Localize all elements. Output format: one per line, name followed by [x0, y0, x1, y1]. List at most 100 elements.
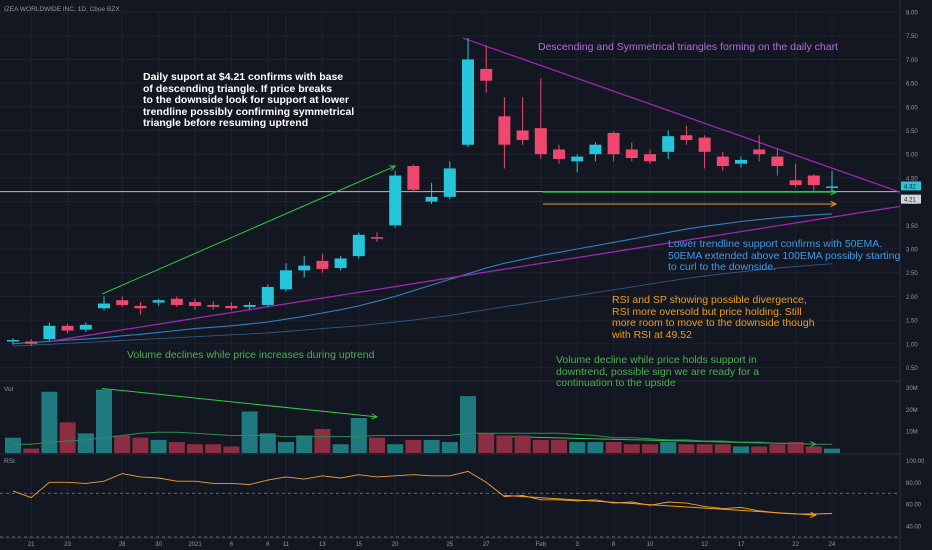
candle-body: [407, 166, 420, 190]
volume-bar: [460, 396, 476, 453]
price-tick-label: 1.00: [906, 342, 918, 348]
price-tick-label: 0.50: [906, 366, 918, 372]
price-tick-label: 3.50: [906, 224, 918, 230]
candle-body: [498, 116, 511, 145]
rsi-divergence-arrow: [504, 494, 816, 516]
price-tick-label: 3.00: [906, 248, 918, 254]
candle-body: [698, 137, 711, 152]
support-arrow-head: [830, 189, 838, 196]
volume-bar: [296, 435, 313, 453]
volume-bar: [642, 444, 658, 453]
candle-body: [789, 180, 802, 186]
candle-body: [25, 341, 38, 344]
candle-body: [98, 303, 110, 309]
volume-bar: [132, 437, 149, 453]
candle-body: [534, 128, 547, 155]
x-tick-label: 2021: [188, 542, 202, 548]
volume-decline-arrow-head: [371, 413, 379, 420]
volume-bar: [150, 439, 167, 453]
candle-body: [371, 237, 383, 239]
price-tick-label: 6.50: [906, 82, 918, 88]
volume-ma-line: [13, 431, 832, 445]
candle-body: [189, 302, 201, 306]
candle-body: [334, 258, 347, 268]
volume-pane-label: Vol: [4, 386, 14, 393]
x-tick-label: 25: [446, 542, 453, 548]
support-price-badge: [901, 194, 921, 204]
volume-bar: [23, 448, 40, 453]
volume-series: [5, 389, 840, 453]
candle-body: [61, 325, 74, 331]
x-tick-label: 27: [483, 542, 490, 548]
candle-body: [134, 305, 147, 309]
candle-body: [425, 196, 438, 202]
x-tick-label: 21: [28, 542, 35, 548]
candle-body: [170, 298, 183, 305]
volume-bar: [259, 433, 276, 453]
rsi-series: [12, 470, 833, 515]
volume-bar: [168, 442, 185, 453]
volume-bar: [350, 418, 367, 453]
volume-bar: [696, 444, 713, 453]
volume-bar: [551, 439, 567, 453]
volume-bar: [278, 442, 294, 453]
volume-bar: [805, 446, 822, 453]
volume-bar: [532, 439, 549, 453]
volume-tick-label: 10M: [906, 430, 918, 436]
x-tick-label: 10: [647, 542, 654, 548]
candle-body: [280, 270, 292, 290]
trend-overlays: [0, 37, 901, 518]
x-tick-label: 13: [319, 542, 326, 548]
candle-body: [644, 154, 656, 162]
candle-body: [316, 260, 329, 269]
rsi-tick-label: 80.00: [906, 481, 922, 487]
volume-bar: [96, 389, 112, 453]
rsi-line: [12, 470, 833, 515]
candle-body: [553, 149, 565, 159]
volume-bar: [387, 444, 404, 453]
candle-body: [735, 159, 747, 164]
candle-body: [352, 234, 365, 257]
volume-bar: [514, 435, 531, 453]
volume-bar: [223, 446, 240, 453]
candle-body: [225, 305, 238, 309]
rsi-tick-label: 60.00: [906, 503, 922, 509]
price-tick-label: 4.50: [906, 176, 918, 182]
rsi-tick-label: 100.00: [906, 459, 925, 465]
candle-body: [771, 156, 784, 167]
volume-bar: [187, 444, 203, 453]
candle-body: [116, 300, 129, 305]
x-tick-label: 11: [283, 542, 290, 548]
volume-bar: [478, 433, 495, 453]
volume-tick-label: 30M: [906, 386, 918, 392]
target-arrow-head: [830, 200, 838, 208]
volume-bar: [41, 391, 58, 453]
price-tick-label: 6.00: [906, 105, 918, 111]
candle-body: [753, 149, 766, 155]
volume-bar: [623, 444, 640, 453]
annotation-daily-support: Daily suport at $4.21 confirms with base…: [143, 71, 355, 129]
volume-bar: [678, 444, 695, 453]
x-tick-label: 15: [355, 542, 362, 548]
volume-bar: [660, 442, 677, 453]
x-tick-label: 24: [829, 542, 836, 548]
x-tick-label: 8: [266, 542, 270, 548]
candle-body: [662, 136, 675, 152]
candlestick-series: [7, 38, 838, 347]
price-tick-label: 1.50: [906, 319, 918, 325]
uptrend-arrow: [101, 165, 396, 295]
volume-bar: [733, 446, 749, 453]
candle-body: [589, 144, 602, 155]
ema100-line: [12, 263, 833, 347]
annotation-volume-downtrend: Volume decline while price holds support…: [556, 354, 760, 389]
volume-decline-arrow: [101, 387, 378, 418]
ema50-line: [12, 213, 833, 345]
volume-bar: [787, 442, 804, 453]
volume-bar: [751, 446, 768, 453]
rsi-divergence-arrow-head: [810, 511, 817, 518]
volume-bar: [59, 422, 76, 453]
volume-bar: [114, 435, 131, 453]
volume-downtrend-arrow: [504, 436, 816, 445]
candle-body: [443, 168, 456, 197]
